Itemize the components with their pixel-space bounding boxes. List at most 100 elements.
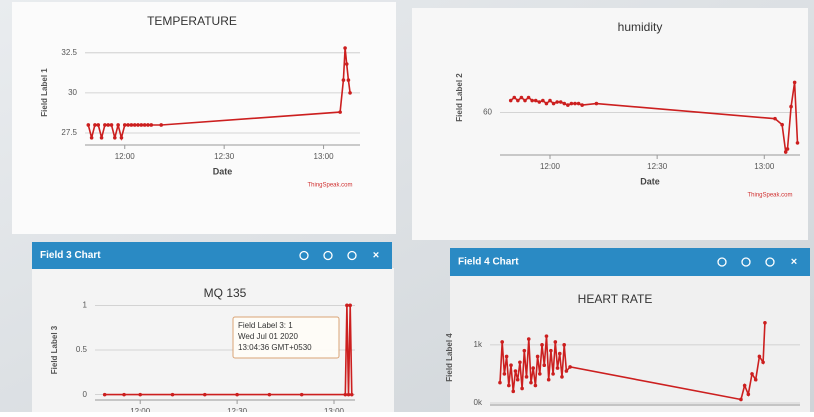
data-point (345, 62, 349, 66)
y-axis-label: Field Label 4 (445, 333, 454, 382)
chart-title: humidity (618, 20, 663, 34)
data-point (784, 150, 788, 154)
y-tick-label: 1k (474, 340, 483, 349)
data-point (545, 334, 549, 338)
tooltip-text: Wed Jul 01 2020 (238, 332, 298, 341)
data-point (268, 393, 272, 397)
data-point (523, 349, 527, 353)
panel (12, 2, 396, 234)
data-point (342, 78, 346, 82)
y-tick-label: 30 (68, 88, 77, 97)
data-point (750, 372, 754, 376)
y-tick-label: 32.5 (61, 48, 77, 57)
x-tick-label: 12:30 (227, 407, 248, 412)
data-point (545, 102, 549, 106)
data-point (87, 123, 91, 127)
y-axis-label: Field Label 3 (50, 325, 59, 374)
panel-title: Field 4 Chart (458, 257, 519, 268)
x-tick-label: 12:30 (647, 162, 668, 171)
y-tick-label: 0 (83, 390, 88, 399)
data-point (529, 381, 533, 385)
data-point (554, 340, 558, 344)
panel (412, 8, 808, 240)
data-point (113, 136, 117, 140)
data-point (498, 381, 502, 385)
data-point (562, 102, 566, 106)
x-tick-label: 12:00 (130, 407, 151, 412)
data-point (93, 123, 97, 127)
data-point (551, 372, 555, 376)
data-point (126, 123, 130, 127)
data-point (507, 384, 511, 388)
data-point (505, 355, 509, 359)
data-point (96, 123, 100, 127)
close-icon[interactable]: × (791, 256, 797, 268)
data-point (763, 321, 767, 325)
data-point (149, 123, 153, 127)
data-point (573, 102, 577, 106)
data-point (761, 360, 765, 364)
chart-title: HEART RATE (578, 292, 653, 306)
y-tick-label: 0.5 (76, 345, 88, 354)
data-point (758, 355, 762, 359)
data-point (500, 340, 504, 344)
data-point (527, 96, 531, 100)
tooltip-text: 13:04:36 GMT+0530 (238, 343, 312, 352)
x-axis-label: Date (640, 176, 660, 186)
data-point (537, 100, 541, 104)
data-point (531, 366, 535, 370)
y-tick-label: 27.5 (61, 128, 77, 137)
data-point (338, 110, 342, 114)
data-point (523, 99, 527, 103)
data-point (512, 96, 516, 100)
data-point (203, 393, 207, 397)
data-point (509, 363, 513, 367)
data-point (540, 343, 544, 347)
data-point (542, 363, 546, 367)
data-point (130, 123, 134, 127)
credit: ThingSpeak.com (307, 183, 352, 189)
credit: ThingSpeak.com (747, 193, 792, 199)
x-tick-label: 12:30 (214, 152, 235, 161)
x-tick-label: 12:00 (115, 152, 136, 161)
close-icon[interactable]: × (373, 249, 379, 261)
data-point (559, 100, 563, 104)
x-tick-label: 13:00 (314, 152, 335, 161)
data-point (560, 375, 564, 379)
y-axis-label: Field Label 1 (40, 68, 49, 117)
data-point (138, 393, 142, 397)
data-point (796, 141, 800, 145)
data-point (773, 117, 777, 121)
page: TEMPERATURE 27.5 30 32.5 12:00 12:30 13:00 Date… (0, 0, 814, 412)
data-point (558, 352, 562, 356)
y-tick-label: 0k (474, 398, 483, 407)
data-point (525, 375, 529, 379)
tooltip-text: Field Label 3: 1 (238, 321, 293, 330)
data-point (516, 99, 520, 103)
data-point (518, 360, 522, 364)
data-point (143, 123, 147, 127)
data-point (122, 393, 126, 397)
data-point (534, 99, 538, 103)
data-point (577, 102, 581, 106)
data-point (116, 123, 120, 127)
x-axis-label: Date (213, 166, 233, 176)
data-point (780, 123, 784, 127)
x-tick-label: 12:00 (540, 162, 561, 171)
data-point (527, 337, 531, 341)
data-point (136, 123, 140, 127)
data-point (347, 393, 351, 397)
data-point (743, 384, 747, 388)
x-tick-label: 13:00 (324, 407, 345, 412)
data-point (566, 103, 570, 107)
data-point (534, 384, 538, 388)
data-point (754, 378, 758, 382)
data-point (556, 366, 560, 370)
data-point (235, 393, 239, 397)
data-point (565, 369, 569, 373)
data-point (123, 123, 127, 127)
data-point (509, 99, 513, 103)
chart-title: TEMPERATURE (147, 14, 237, 28)
data-point (503, 372, 507, 376)
data-point (520, 96, 524, 100)
